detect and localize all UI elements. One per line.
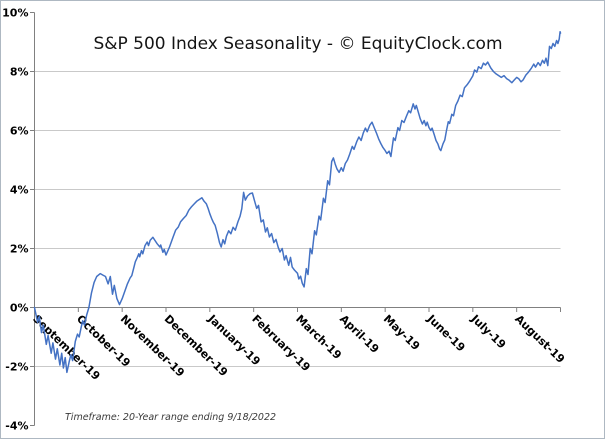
y-axis-label: -4% [5, 420, 28, 433]
x-axis-label: April-19 [337, 312, 381, 356]
y-axis-label: 0% [10, 302, 29, 315]
y-axis-label: 6% [10, 125, 29, 138]
y-axis-label: 2% [10, 243, 29, 256]
y-axis-label: 10% [2, 7, 28, 20]
x-axis-label: June-19 [424, 312, 468, 355]
chart-footnote: Timeframe: 20-Year range ending 9/18/202… [65, 412, 277, 423]
y-axis-label: 4% [10, 184, 29, 197]
x-axis-label: May-19 [381, 312, 422, 353]
seasonality-line [33, 30, 562, 374]
x-axis-label: July-19 [468, 312, 509, 352]
y-axis-label: -2% [5, 361, 28, 374]
chart-title: S&P 500 Index Seasonality - © EquityCloc… [93, 34, 503, 54]
x-axis-label: August-19 [512, 312, 567, 366]
y-axis-label: 8% [10, 66, 29, 79]
